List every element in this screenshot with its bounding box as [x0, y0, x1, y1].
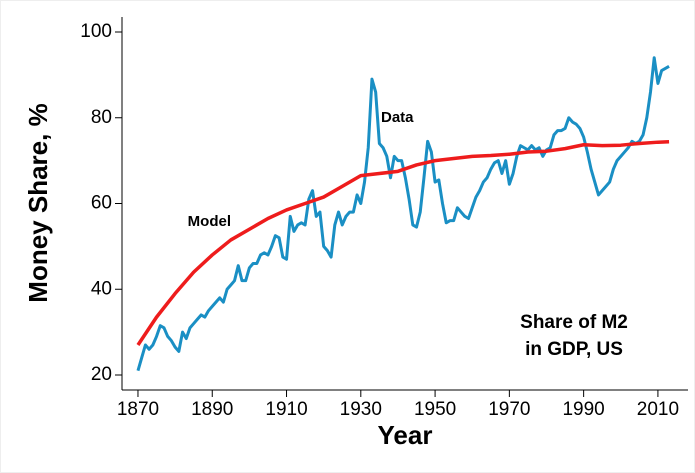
y-tick-label: 80	[91, 107, 112, 128]
x-tick-label: 1870	[117, 399, 159, 420]
y-tick-label: 100	[80, 21, 112, 42]
annotation: Share of M2	[520, 312, 628, 333]
series-label: Model	[188, 213, 231, 230]
y-tick-label: 60	[91, 193, 112, 214]
x-tick-label: 1950	[414, 399, 456, 420]
data-line	[136, 140, 670, 346]
x-tick-label: 1970	[488, 399, 530, 420]
y-axis-title: Money Share, %	[23, 103, 53, 302]
x-tick-label: 1890	[191, 399, 233, 420]
y-tick-label: 40	[91, 278, 112, 299]
x-axis-title: Year	[378, 420, 433, 450]
x-tick-label: 1990	[562, 399, 604, 420]
x-tick-label: 1930	[340, 399, 382, 420]
annotation: in GDP, US	[525, 339, 623, 360]
x-tick-label: 2010	[637, 399, 679, 420]
y-tick-label: 20	[91, 364, 112, 385]
x-tick-label: 1910	[265, 399, 307, 420]
series-label: Data	[381, 109, 414, 126]
